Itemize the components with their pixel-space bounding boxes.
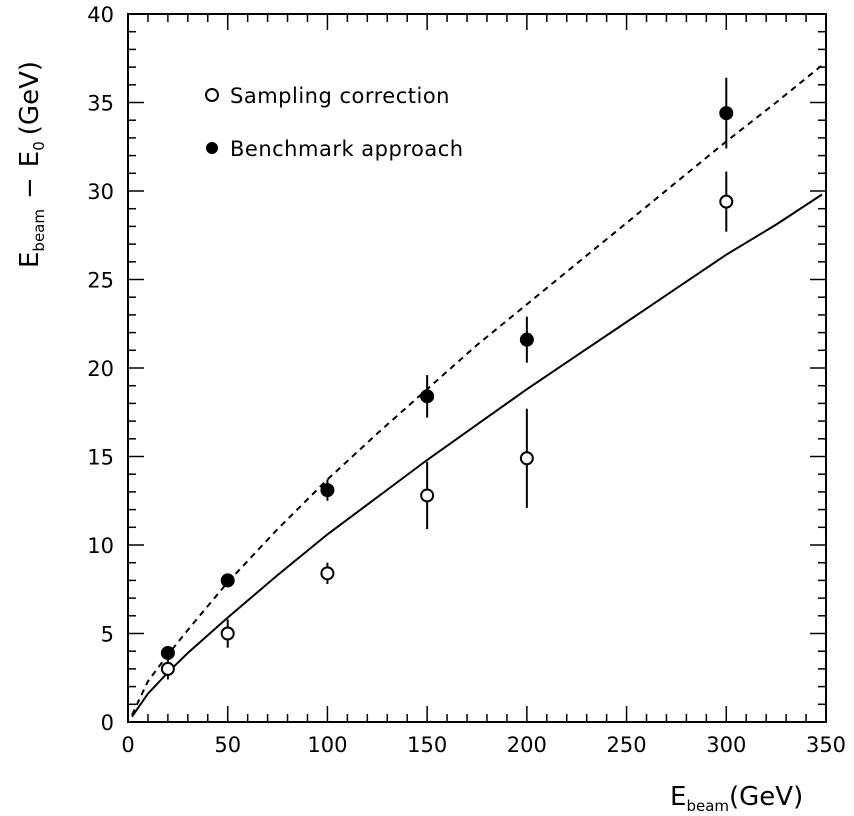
- plot-frame: [127, 13, 827, 723]
- y-tick-label: 20: [87, 357, 114, 381]
- y-tick-label: 30: [87, 180, 114, 204]
- x-tick-label: 50: [214, 733, 241, 757]
- x-axis-title-sub: beam: [686, 797, 729, 815]
- data-points: [160, 77, 734, 680]
- point-sampling: [320, 566, 335, 581]
- x-axis-title-unit: (GeV): [729, 782, 803, 812]
- y-tick-label: 0: [101, 711, 114, 735]
- point-benchmark: [220, 573, 235, 588]
- y-tick-label: 5: [101, 623, 114, 647]
- y-axis-title-main1: E: [15, 252, 45, 268]
- point-benchmark: [719, 106, 734, 121]
- fit-curve-dashed: [131, 64, 823, 716]
- point-sampling: [719, 194, 734, 209]
- x-axis-title-main: E: [670, 782, 686, 812]
- x-tick-label: 0: [121, 733, 134, 757]
- y-axis-title-unit: (GeV): [15, 61, 45, 135]
- ticks: [127, 13, 827, 723]
- point-benchmark: [160, 645, 175, 660]
- legend-label-benchmark: Benchmark approach: [230, 137, 464, 161]
- point-sampling: [519, 451, 534, 466]
- fit-curves: [131, 64, 823, 718]
- tick-labels: 0 50 100 150 200 250 300 350 0 5 10 15 20 25 30 35 40: [87, 3, 846, 757]
- point-benchmark: [320, 483, 335, 498]
- x-tick-label: 200: [507, 733, 547, 757]
- legend: Sampling correction Benchmark approach: [205, 84, 464, 161]
- y-tick-label: 40: [87, 3, 114, 27]
- legend-marker-filled: [206, 142, 218, 154]
- x-axis-title: Ebeam(GeV): [670, 782, 803, 815]
- legend-label-sampling: Sampling correction: [230, 84, 450, 108]
- y-axis-title-sub2: 0: [30, 141, 48, 151]
- y-axis-title-main2: E: [15, 151, 45, 167]
- point-benchmark: [420, 389, 435, 404]
- y-tick-label: 35: [87, 92, 114, 116]
- x-tick-label: 150: [407, 733, 447, 757]
- x-tick-label: 100: [307, 733, 347, 757]
- point-sampling: [160, 661, 175, 676]
- point-sampling: [420, 488, 435, 503]
- point-benchmark: [519, 332, 534, 347]
- y-tick-label: 10: [87, 534, 114, 558]
- x-tick-label: 350: [806, 733, 846, 757]
- y-tick-label: 15: [87, 446, 114, 470]
- point-sampling: [220, 626, 235, 641]
- fit-curve-solid: [131, 193, 823, 718]
- x-tick-label: 300: [706, 733, 746, 757]
- y-tick-label: 25: [87, 269, 114, 293]
- y-axis-title: Ebeam−E0(GeV): [15, 61, 48, 268]
- y-axis-title-sub1: beam: [30, 209, 48, 252]
- x-tick-label: 250: [607, 733, 647, 757]
- legend-marker-open: [205, 88, 219, 102]
- y-axis-title-op: −: [15, 177, 45, 199]
